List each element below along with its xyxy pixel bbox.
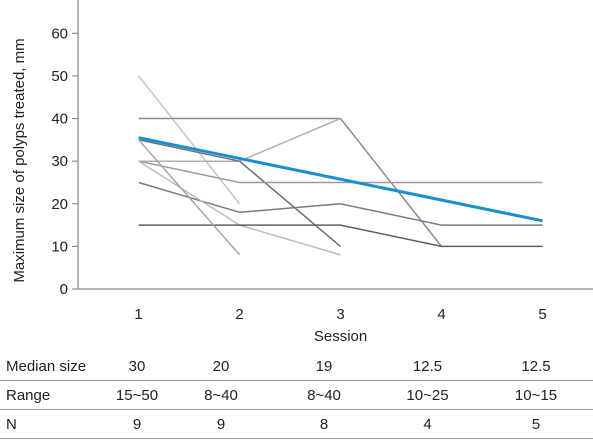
y-tick-label-50: 50	[51, 68, 68, 85]
range-session-5: 10~15	[479, 380, 593, 410]
trend-line	[138, 136, 543, 223]
n-session-1: 9	[104, 409, 170, 439]
n-session-2: 9	[170, 409, 272, 439]
x-axis-title: Session	[314, 328, 367, 345]
x-tick-label-3: 3	[336, 306, 344, 323]
median-session-2: 20	[170, 352, 272, 381]
trend-series	[138, 136, 543, 223]
median-session-5: 12.5	[479, 352, 593, 381]
y-tick-label-0: 0	[60, 281, 68, 298]
y-tick-label-30: 30	[51, 153, 68, 170]
y-tick-label-20: 20	[51, 196, 68, 213]
table-row-n: N 9 9 8 4 5	[0, 409, 593, 439]
table-row-median: Median size 30 20 19 12.5 12.5	[0, 352, 593, 381]
axes	[72, 0, 593, 290]
x-tick-label-5: 5	[538, 306, 546, 323]
y-tick-label-40: 40	[51, 111, 68, 128]
patient-line-6	[138, 181, 543, 226]
row-label-n: N	[0, 409, 104, 439]
range-session-2: 8~40	[170, 380, 272, 410]
patient-line-3	[138, 117, 341, 162]
x-tick-label-2: 2	[235, 306, 243, 323]
range-session-1: 15~50	[104, 380, 170, 410]
median-session-3: 19	[272, 352, 376, 381]
patient-line-4	[138, 139, 341, 247]
y-tick-label-60: 60	[51, 25, 68, 42]
row-label-range: Range	[0, 380, 104, 410]
chart: 0 10 20 30 40 50 60 1 2 3 4 5 Session Maximum size …	[11, 0, 593, 345]
y-tick-label-10: 10	[51, 238, 68, 255]
line-chart: 0 10 20 30 40 50 60 1 2 3 4 5 Session Maximum size …	[11, 0, 593, 345]
summary-table: Median size 30 20 19 12.5 12.5 Range 15~…	[0, 352, 593, 439]
x-tick-label-4: 4	[437, 306, 445, 323]
y-axis-title: Maximum size of polyps treated, mm	[11, 38, 28, 282]
x-tick-label-1: 1	[134, 306, 142, 323]
n-session-4: 4	[376, 409, 479, 439]
range-session-4: 10~25	[376, 380, 479, 410]
patient-line-1	[138, 75, 241, 205]
n-session-5: 5	[479, 409, 593, 439]
median-session-4: 12.5	[376, 352, 479, 381]
range-session-3: 8~40	[272, 380, 376, 410]
n-session-3: 8	[272, 409, 376, 439]
patient-series	[138, 75, 543, 256]
median-session-1: 30	[104, 352, 170, 381]
tick-labels: 0 10 20 30 40 50 60 1 2 3 4 5	[51, 25, 546, 323]
table-row-range: Range 15~50 8~40 8~40 10~25 10~15	[0, 380, 593, 410]
row-label-median: Median size	[0, 352, 104, 381]
patient-line-8	[138, 224, 543, 248]
patient-line-5	[138, 160, 543, 184]
patient-line-9	[138, 139, 241, 256]
